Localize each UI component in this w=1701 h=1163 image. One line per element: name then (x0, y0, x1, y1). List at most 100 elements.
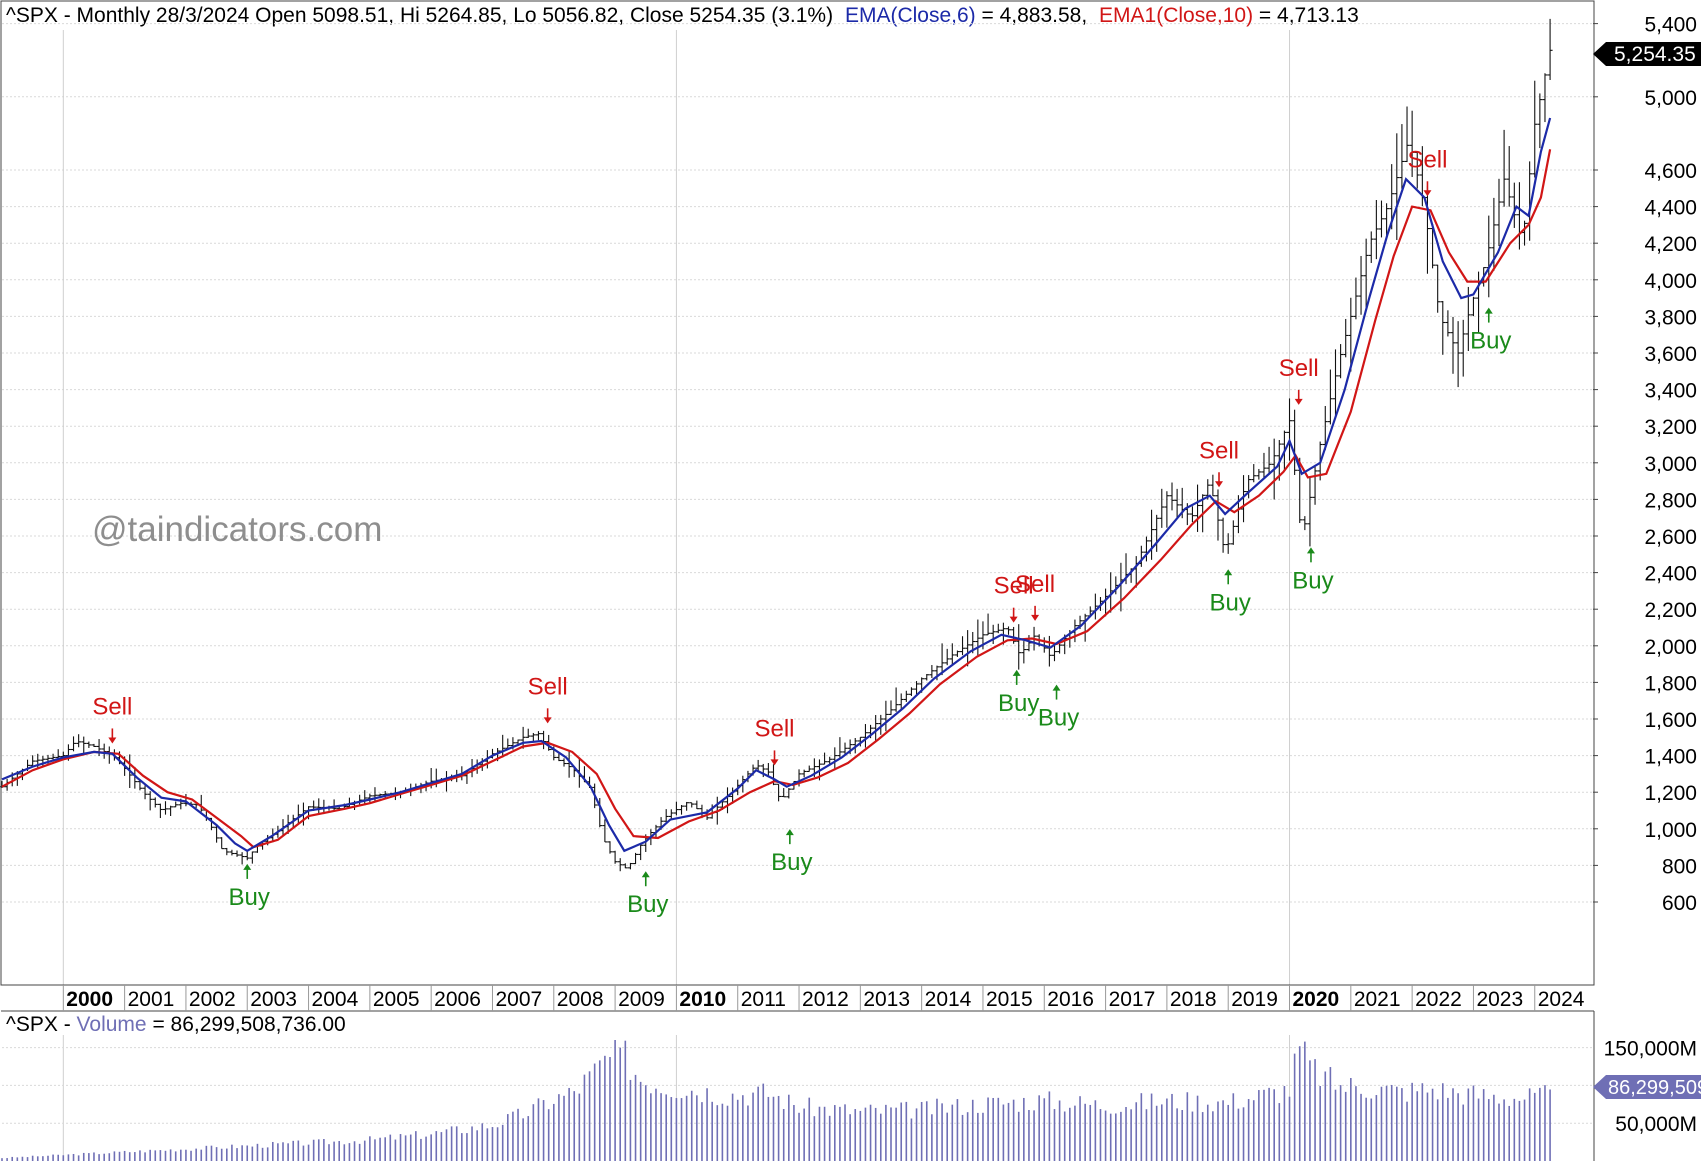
price-tick-label: 3,800 (1644, 306, 1697, 329)
sell-label: Sell (528, 673, 568, 700)
sell-signal: Sell (1407, 146, 1447, 197)
ema-slow-line (1, 149, 1552, 849)
price-tick-label: 2,000 (1644, 636, 1697, 659)
header-symbol-text: ^SPX - Monthly 28/3/2024 Open 5098.51, H… (6, 4, 833, 27)
year-tick-label: 2004 (312, 988, 359, 1011)
sell-arrow-icon (1009, 616, 1018, 623)
year-tick-label: 2008 (557, 988, 604, 1011)
sell-arrow-icon (108, 737, 117, 744)
sell-signal: Sell (1199, 437, 1239, 488)
volume-bars (1, 1040, 1551, 1161)
price-tick-label: 1,200 (1644, 782, 1697, 805)
sell-signal: Sell (754, 715, 795, 766)
year-tick-label: 2007 (495, 988, 542, 1011)
watermark: @taindicators.com (92, 510, 382, 549)
chart-header: ^SPX - Monthly 28/3/2024 Open 5098.51, H… (6, 4, 1359, 27)
sell-label: Sell (1279, 355, 1319, 382)
sell-label: Sell (92, 693, 132, 720)
year-tick-label: 2001 (128, 988, 175, 1011)
buy-signal: Buy (229, 863, 270, 911)
year-tick-label: 2022 (1415, 988, 1462, 1011)
price-tick-label: 2,800 (1644, 489, 1697, 512)
year-tick-label: 2018 (1170, 988, 1217, 1011)
buy-arrow-icon (785, 829, 794, 836)
price-tick-label: 1,400 (1644, 746, 1697, 769)
volume-header-label: Volume (77, 1013, 147, 1036)
price-tick-label: 4,400 (1644, 197, 1697, 220)
sell-arrow-icon (1423, 190, 1432, 197)
trade-signals: Sell Buy Sell Buy Sell Buy Sell Buy Sell Buy Sell B… (92, 146, 1511, 918)
buy-label: Buy (229, 884, 270, 911)
volume-header-value: = 86,299,508,736.00 (152, 1013, 345, 1036)
buy-signal: Buy (771, 829, 813, 876)
year-tick-label: 2002 (189, 988, 236, 1011)
year-tick-label: 2000 (66, 988, 113, 1011)
buy-signal: Buy (627, 871, 668, 918)
buy-arrow-icon (1224, 569, 1233, 576)
sell-signal: Sell (1015, 571, 1055, 621)
buy-signal: Buy (1210, 569, 1251, 616)
ema-fast-line (1, 117, 1552, 853)
sell-signal: Sell (994, 573, 1034, 623)
buy-arrow-icon (641, 871, 650, 878)
buy-label: Buy (1210, 589, 1251, 616)
price-tick-label: 1,000 (1644, 819, 1697, 842)
sell-label: Sell (1199, 437, 1239, 464)
buy-signal: Buy (998, 669, 1039, 717)
year-tick-label: 2009 (618, 988, 665, 1011)
sell-label: Sell (994, 573, 1034, 600)
buy-label: Buy (998, 690, 1039, 717)
year-x-axis: 2000 2001 2002 2003 2004 2005 2006 2007 2008 2009… (62, 985, 1585, 1011)
buy-signal: Buy (1038, 684, 1079, 732)
buy-label: Buy (1470, 328, 1511, 355)
price-tick-label: 4,600 (1644, 160, 1697, 183)
buy-signal: Buy (1292, 547, 1334, 594)
sell-label: Sell (1407, 146, 1447, 173)
year-tick-label: 2017 (1109, 988, 1156, 1011)
buy-label: Buy (627, 891, 668, 918)
volume-grid (2, 1047, 1593, 1124)
price-tick-label: 600 (1662, 892, 1697, 915)
sell-signal: Sell (92, 693, 132, 744)
buy-arrow-icon (1484, 307, 1493, 314)
price-y-axis: 600 800 1,000 1,200 1,400 1,600 1,800 2,000 2,20… (1593, 14, 1697, 915)
sell-signal: Sell (528, 673, 568, 724)
price-tick-label: 5,000 (1644, 87, 1697, 110)
last-volume-badge: 86,299,509 (1593, 1075, 1701, 1099)
header-ema-fast-label: EMA(Close,6) (845, 4, 976, 27)
price-tick-label: 3,400 (1644, 380, 1697, 403)
sell-arrow-icon (1031, 614, 1040, 621)
header-ema-fast-value: = 4,883.58, (981, 4, 1087, 27)
header-ema-slow-label: EMA1(Close,10) (1099, 4, 1253, 27)
sell-arrow-icon (543, 717, 552, 724)
price-tick-label: 800 (1662, 855, 1697, 878)
sell-label: Sell (1015, 571, 1055, 598)
price-tick-label: 2,600 (1644, 526, 1697, 549)
year-tick-label: 2020 (1293, 988, 1340, 1011)
buy-label: Buy (771, 849, 812, 876)
price-tick-label: 3,200 (1644, 416, 1697, 439)
volume-header: ^SPX - Volume = 86,299,508,736.00 (6, 1013, 346, 1036)
price-tick-label: 2,200 (1644, 599, 1697, 622)
price-grid (2, 23, 1593, 903)
year-tick-label: 2012 (802, 988, 849, 1011)
year-tick-label: 2013 (863, 988, 910, 1011)
volume-tick-label: 50,000M (1615, 1113, 1697, 1136)
last-price-badge: 5,254.35 (1593, 42, 1701, 66)
buy-arrow-icon (243, 863, 252, 870)
year-tick-label: 2023 (1476, 988, 1523, 1011)
buy-label: Buy (1038, 705, 1079, 732)
price-tick-label: 3,600 (1644, 343, 1697, 366)
buy-arrow-icon (1012, 669, 1021, 676)
price-tick-label: 4,000 (1644, 270, 1697, 293)
sell-arrow-icon (770, 759, 779, 766)
price-tick-label: 1,800 (1644, 672, 1697, 695)
year-tick-label: 2019 (1231, 988, 1278, 1011)
year-tick-label: 2011 (741, 988, 786, 1011)
buy-arrow-icon (1052, 684, 1061, 691)
price-panel-frame (0, 0, 1595, 986)
year-tick-label: 2003 (250, 988, 297, 1011)
price-bars (0, 18, 1553, 872)
header-ema-slow-value: = 4,713.13 (1259, 4, 1359, 27)
